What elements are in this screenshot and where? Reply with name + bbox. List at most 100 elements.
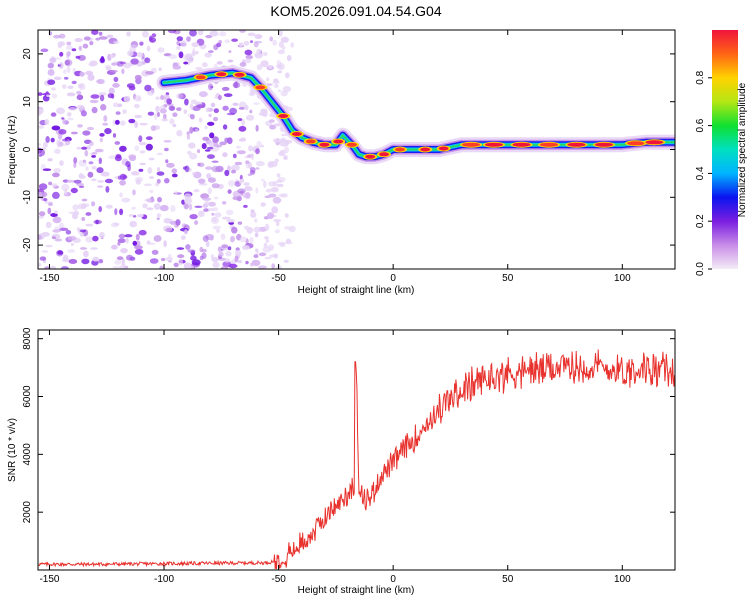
noise-blob <box>38 143 42 146</box>
noise-blob <box>121 68 125 75</box>
noise-blob <box>135 233 140 241</box>
noise-blob <box>119 192 123 198</box>
noise-blob <box>58 129 67 135</box>
noise-blob <box>222 201 227 205</box>
noise-blob <box>235 145 241 149</box>
noise-blob <box>117 175 122 180</box>
noise-blob <box>237 221 243 225</box>
noise-blob <box>183 109 187 114</box>
noise-blob <box>227 59 234 63</box>
noise-blob <box>147 111 155 116</box>
noise-blob <box>54 148 61 154</box>
snr-x-tick-label: -100 <box>154 574 174 585</box>
noise-blob <box>245 160 250 164</box>
noise-blob <box>110 222 119 228</box>
noise-blob <box>65 45 73 50</box>
noise-blob <box>273 84 279 88</box>
noise-blob <box>132 240 138 246</box>
noise-blob <box>263 242 268 248</box>
noise-blob <box>129 220 137 228</box>
noise-blob <box>282 85 292 93</box>
noise-blob <box>119 120 126 126</box>
noise-blob <box>98 92 107 96</box>
noise-blob <box>76 227 80 232</box>
noise-blob <box>134 248 144 255</box>
snr-x-tick-label: 100 <box>614 574 631 585</box>
noise-blob <box>277 89 282 92</box>
spectrogram-x-tick-label: 0 <box>390 273 396 284</box>
spectrogram-y-tick-label: -10 <box>22 190 33 205</box>
noise-blob <box>186 36 191 42</box>
noise-blob <box>164 147 169 152</box>
noise-blob <box>90 247 98 250</box>
noise-blob <box>76 104 85 110</box>
noise-blob <box>115 111 121 115</box>
noise-blob <box>254 248 259 252</box>
noise-blob <box>53 34 61 39</box>
noise-blob <box>52 172 60 178</box>
noise-blob <box>73 157 78 164</box>
noise-blob <box>165 227 173 233</box>
noise-blob <box>47 69 55 76</box>
noise-blob <box>253 102 260 105</box>
noise-blob <box>156 178 161 184</box>
noise-blob <box>145 143 153 151</box>
noise-blob <box>98 259 104 264</box>
spectrogram-x-tick-label: -100 <box>154 273 174 284</box>
noise-blob <box>119 145 127 152</box>
noise-blob <box>148 157 155 161</box>
noise-blob <box>276 64 282 69</box>
noise-blob <box>163 94 170 100</box>
noise-blob <box>63 69 67 74</box>
snr-x-tick-label: -50 <box>271 574 286 585</box>
noise-blob <box>51 93 58 99</box>
noise-blob <box>88 62 97 67</box>
noise-blob <box>191 259 201 266</box>
noise-blob <box>278 41 284 48</box>
noise-blob <box>73 210 80 216</box>
noise-blob <box>169 118 175 125</box>
noise-blob <box>77 124 83 128</box>
noise-blob <box>208 83 213 91</box>
noise-blob <box>276 60 282 66</box>
noise-blob <box>59 33 66 39</box>
noise-blob <box>156 171 165 176</box>
noise-blob <box>250 211 257 218</box>
noise-blob <box>226 219 235 223</box>
noise-blob <box>174 191 178 195</box>
snr-panel: -150 -100 -50 0 50 100 2000 4000 6000 8000 Height… <box>7 327 676 596</box>
ridge-hotspot-core <box>645 140 664 145</box>
noise-blob <box>254 232 259 238</box>
noise-blob <box>189 214 198 220</box>
noise-blob <box>38 211 46 217</box>
noise-blob <box>117 241 121 246</box>
ridge-hotspot-core <box>365 154 376 159</box>
noise-blob <box>176 40 180 46</box>
noise-blob <box>135 240 141 247</box>
noise-blob <box>86 145 92 150</box>
noise-blob <box>134 103 140 109</box>
noise-blob <box>128 85 136 91</box>
noise-blob <box>273 140 282 143</box>
noise-blob <box>232 153 237 159</box>
noise-blob <box>205 107 211 113</box>
ridge-hotspot-core <box>420 147 431 152</box>
noise-blob <box>221 244 229 249</box>
noise-blob <box>112 265 122 269</box>
spectrogram-y-tick-label: 10 <box>22 96 33 108</box>
colorbar-tick-label: 0.4 <box>695 166 706 180</box>
noise-blob <box>97 185 104 189</box>
noise-blob <box>106 34 114 38</box>
noise-blob <box>204 201 210 205</box>
noise-blob <box>245 55 253 60</box>
noise-blob <box>134 176 144 183</box>
noise-blob <box>38 263 42 267</box>
noise-blob <box>212 207 219 212</box>
noise-blob <box>190 265 194 269</box>
noise-blob <box>163 113 167 120</box>
noise-blob <box>151 249 159 255</box>
noise-blob <box>91 106 98 114</box>
noise-blob <box>76 94 84 101</box>
noise-blob <box>138 168 144 172</box>
snr-frame <box>37 329 676 571</box>
